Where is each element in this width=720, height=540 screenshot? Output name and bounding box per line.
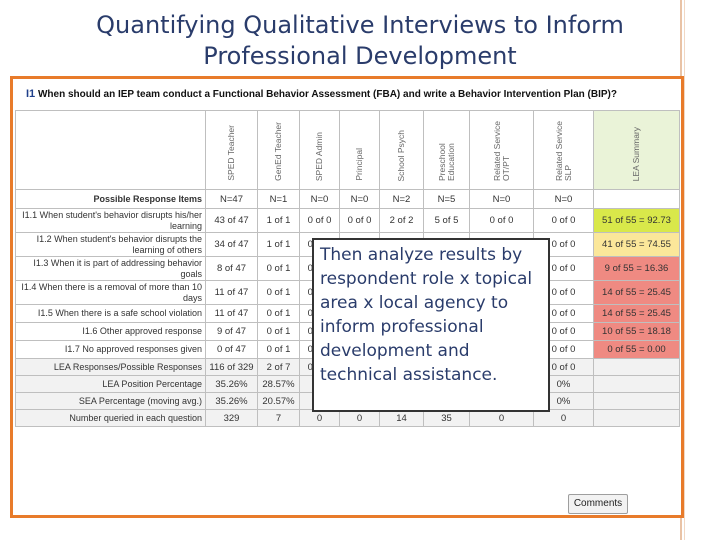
total-cell: 0 (339, 409, 380, 427)
row-label: I1.6 Other approved response (15, 322, 206, 341)
callout-box: Then analyze results by respondent role … (312, 238, 550, 412)
table-cell: 0 of 1 (257, 322, 300, 341)
slide-title: Quantifying Qualitative Interviews to In… (96, 11, 624, 70)
table-cell: N=5 (423, 189, 470, 209)
total-cell: 0 (533, 409, 594, 427)
total-cell: 0 (469, 409, 534, 427)
total-cell (593, 375, 680, 393)
total-cell: 35.26% (205, 375, 258, 393)
summary-cell: 14 of 55 = 25.45 (593, 280, 680, 305)
question-number: I1 (26, 88, 36, 100)
table-cell: 0 of 0 (339, 208, 380, 233)
table-cell: 9 of 47 (205, 322, 258, 341)
table-cell: 0 of 0 (533, 208, 594, 233)
total-cell (593, 409, 680, 427)
total-cell: 116 of 329 (205, 358, 258, 376)
col-header: SPED Teacher (205, 110, 258, 190)
table-cell: 0 of 1 (257, 256, 300, 281)
table-cell: N=2 (379, 189, 424, 209)
col-header: Related Service SLP (533, 110, 594, 190)
summary-cell: 0 of 55 = 0.00 (593, 340, 680, 359)
summary-cell: 41 of 55 = 74.55 (593, 232, 680, 257)
total-cell: 28.57% (257, 375, 300, 393)
question-text: When should an IEP team conduct a Functi… (37, 89, 617, 100)
summary-cell: 10 of 55 = 18.18 (593, 322, 680, 341)
row-label: I1.1 When student's behavior disrupts hi… (15, 208, 206, 233)
total-cell: 35.26% (205, 392, 258, 410)
total-cell: 14 (379, 409, 424, 427)
table-cell: 8 of 47 (205, 256, 258, 281)
table-cell: 0 of 1 (257, 304, 300, 323)
summary-cell: 14 of 55 = 25.45 (593, 304, 680, 323)
table-cell: N=0 (469, 189, 534, 209)
total-cell (593, 392, 680, 410)
total-cell: 0 (299, 409, 340, 427)
col-header: SPED Admin (299, 110, 340, 190)
table-cell: 1 of 1 (257, 208, 300, 233)
slide-edge-line-2 (684, 0, 685, 540)
table-cell: 0 of 0 (469, 208, 534, 233)
n-row-label: Possible Response Items (15, 189, 206, 209)
table-cell: 11 of 47 (205, 304, 258, 323)
row-label: I1.3 When it is part of addressing behav… (15, 256, 206, 281)
table-cell: N=0 (339, 189, 380, 209)
total-cell: 20.57% (257, 392, 300, 410)
comments-button[interactable]: Comments (568, 494, 628, 514)
table-cell: 2 of 2 (379, 208, 424, 233)
row-label: I1.2 When student's behavior disrupts th… (15, 232, 206, 257)
table-cell: 43 of 47 (205, 208, 258, 233)
header-blank (15, 110, 206, 190)
table-cell: 34 of 47 (205, 232, 258, 257)
total-cell: 35 (423, 409, 470, 427)
row-label: I1.7 No approved responses given (15, 340, 206, 359)
total-label: LEA Position Percentage (15, 375, 206, 393)
table-row: I1.1 When student's behavior disrupts hi… (15, 208, 680, 233)
col-header: Preschool Education (423, 110, 470, 190)
table-cell: 5 of 5 (423, 208, 470, 233)
col-header: Related Service OT/PT (469, 110, 534, 190)
table-cell: 1 of 1 (257, 232, 300, 257)
table-cell: 11 of 47 (205, 280, 258, 305)
col-header-summary: LEA Summary (593, 110, 680, 190)
table-cell: N=0 (533, 189, 594, 209)
question-line: I1 When should an IEP team conduct a Fun… (26, 88, 617, 100)
table-cell: N=0 (299, 189, 340, 209)
total-row: Number queried in each question 329 7 0 0 14 3… (15, 409, 680, 427)
total-cell: 329 (205, 409, 258, 427)
col-header: Principal (339, 110, 380, 190)
table-cell: 0 of 1 (257, 340, 300, 359)
summary-cell: 51 of 55 = 92.73 (593, 208, 680, 233)
total-label: Number queried in each question (15, 409, 206, 427)
total-cell: 7 (257, 409, 300, 427)
header-row: SPED Teacher GenEd Teacher SPED Admin Pr… (15, 110, 680, 190)
row-label: I1.5 When there is a safe school violati… (15, 304, 206, 323)
total-label: SEA Percentage (moving avg.) (15, 392, 206, 410)
table-cell: 0 of 0 (299, 208, 340, 233)
n-row: Possible Response Items N=47 N=1 N=0 N=0… (15, 189, 680, 209)
table-cell: 0 of 47 (205, 340, 258, 359)
col-header: GenEd Teacher (257, 110, 300, 190)
total-cell: 2 of 7 (257, 358, 300, 376)
total-cell (593, 358, 680, 376)
summary-cell: 9 of 55 = 16.36 (593, 256, 680, 281)
table-cell: 0 of 1 (257, 280, 300, 305)
table-cell: N=1 (257, 189, 300, 209)
table-cell: N=47 (205, 189, 258, 209)
row-label: I1.4 When there is a removal of more tha… (15, 280, 206, 305)
table-cell (593, 189, 680, 209)
callout-text: Then analyze results by respondent role … (320, 245, 533, 385)
col-header: School Psych (379, 110, 424, 190)
total-label: LEA Responses/Possible Responses (15, 358, 206, 376)
